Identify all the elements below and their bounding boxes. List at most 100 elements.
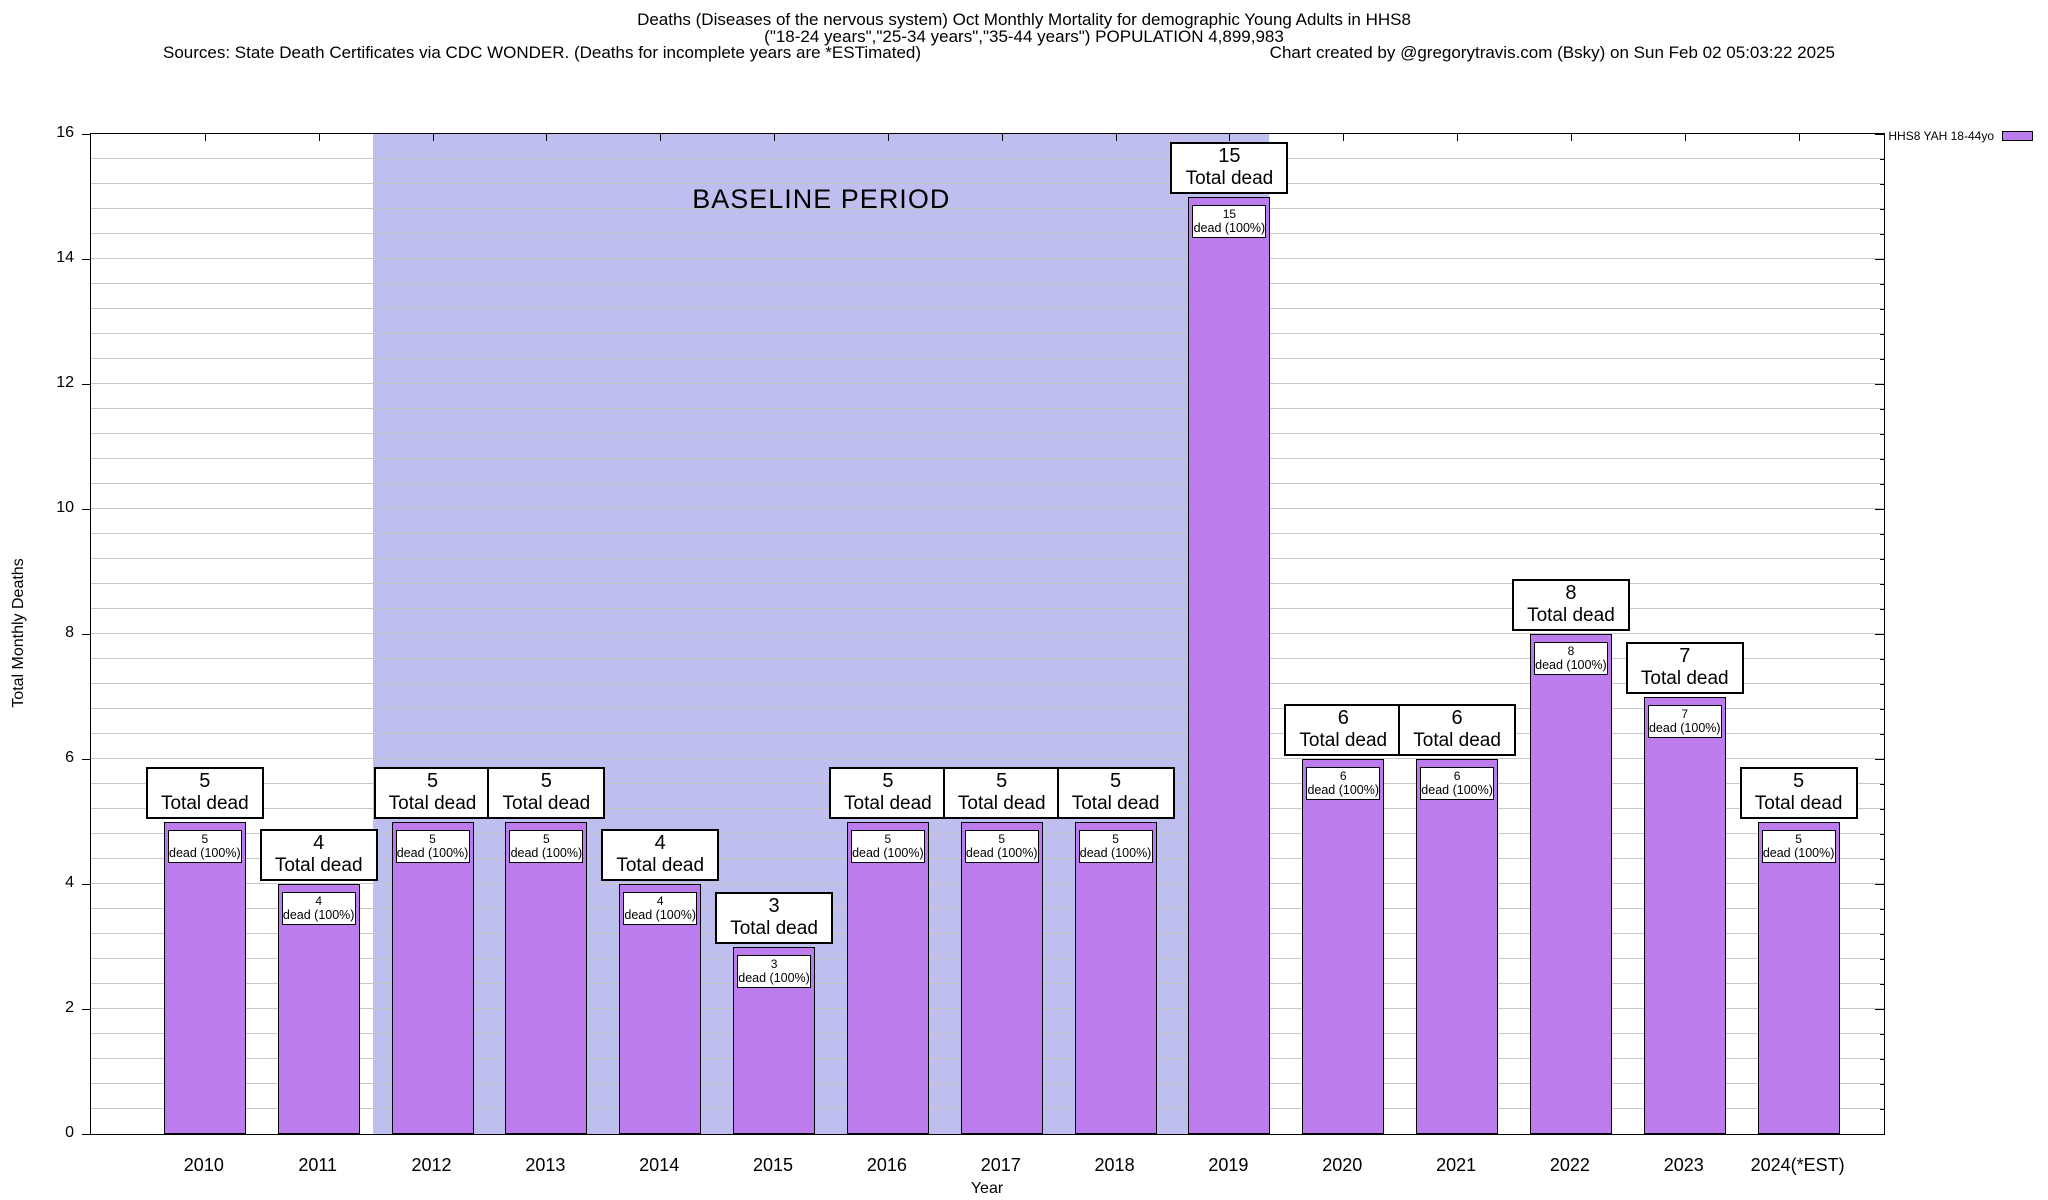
y-minor-tick-right xyxy=(1880,1058,1884,1060)
x-tick-label: 2017 xyxy=(980,1155,1021,1175)
bar-total-caption: Total dead xyxy=(160,792,249,814)
bar-inner-caption: dead (100%) xyxy=(282,908,355,923)
y-minor-tick-right xyxy=(1880,183,1884,185)
bar-inner-caption: dead (100%) xyxy=(1648,720,1721,735)
bar-2020: 6 dead (100%) xyxy=(1302,759,1385,1134)
bar-total-label: 7 Total dead xyxy=(1625,641,1744,694)
bar-total-value: 5 xyxy=(996,769,1008,792)
gridline xyxy=(91,758,1884,759)
bar-inner-label: 4 dead (100%) xyxy=(623,892,698,925)
bar-inner-label: 4 dead (100%) xyxy=(281,892,356,925)
bar-total-label: 5 Total dead xyxy=(145,766,264,819)
bar-total-caption: Total dead xyxy=(502,792,591,814)
bar-inner-value: 5 xyxy=(998,831,1006,846)
x-tick-label: 2024(*EST) xyxy=(1750,1155,1845,1175)
bar-total-caption: Total dead xyxy=(616,855,705,876)
x-tick-label: 2015 xyxy=(753,1155,794,1175)
bar-inner-label: 15 dead (100%) xyxy=(1192,204,1267,238)
bar-inner-caption: dead (100%) xyxy=(738,970,810,985)
bar-inner-value: 5 xyxy=(201,831,209,846)
y-minor-tick-right xyxy=(1880,258,1884,260)
x-tick-label: 2020 xyxy=(1322,1155,1363,1175)
bar-total-value: 5 xyxy=(1793,769,1805,792)
bar-total-label: 4 Total dead xyxy=(259,829,378,881)
bar-inner-label: 5 dead (100%) xyxy=(395,829,470,863)
bar-inner-caption: dead (100%) xyxy=(396,845,469,860)
bar-inner-caption: dead (100%) xyxy=(1421,783,1493,798)
y-minor-tick-right xyxy=(1880,958,1884,960)
y-tick-label: 4 xyxy=(65,874,74,891)
bar-total-caption: Total dead xyxy=(1413,730,1501,751)
bar-inner-label: 6 dead (100%) xyxy=(1420,767,1495,800)
bar-inner-caption: dead (100%) xyxy=(1079,845,1152,860)
bar-total-label: 5 Total dead xyxy=(1739,766,1858,819)
y-minor-tick-right xyxy=(1880,858,1884,860)
baseline-period-label: BASELINE PERIOD xyxy=(692,184,951,214)
bar-total-caption: Total dead xyxy=(1071,792,1160,814)
y-minor-tick-right xyxy=(1880,308,1884,310)
chart-subtitle: ("18-24 years","25-34 years","35-44 year… xyxy=(764,27,1284,46)
bar-total-value: 4 xyxy=(654,832,666,854)
bar-total-caption: Total dead xyxy=(1754,792,1843,814)
y-minor-tick-right xyxy=(1880,158,1884,160)
y-minor-tick-right xyxy=(1880,633,1884,635)
y-minor-tick-right xyxy=(1880,658,1884,660)
chart-title: Deaths (Diseases of the nervous system) … xyxy=(637,10,1411,29)
y-tick-label: 2 xyxy=(65,999,74,1016)
y-tick-label: 16 xyxy=(56,124,74,141)
bar-total-label: 5 Total dead xyxy=(942,766,1061,819)
y-tick-right xyxy=(1875,508,1884,510)
bar-inner-caption: dead (100%) xyxy=(624,908,696,923)
plot-area: BASELINE PERIOD 5 dead (100%) 5 Total dead 4 d… xyxy=(82,133,1885,1135)
x-tick-label: 2023 xyxy=(1663,1155,1704,1175)
bar-total-label: 4 Total dead xyxy=(601,829,720,881)
bar-total-label: 3 Total dead xyxy=(715,891,834,944)
bar-2013: 5 dead (100%) xyxy=(505,821,588,1134)
bar-total-caption: Total dead xyxy=(1527,605,1615,626)
bar-total-value: 15 xyxy=(1218,144,1241,167)
bar-total-label: 6 Total dead xyxy=(1398,704,1517,756)
bar-inner-value: 8 xyxy=(1567,644,1575,658)
x-tick-label: 2010 xyxy=(183,1155,224,1175)
gridline xyxy=(91,208,1884,209)
bar-inner-label: 7 dead (100%) xyxy=(1647,704,1722,738)
y-tick-label: 10 xyxy=(56,499,74,516)
bar-inner-value: 4 xyxy=(656,894,664,908)
y-minor-tick-right xyxy=(1880,358,1884,360)
x-tick-top xyxy=(432,134,434,141)
gridline xyxy=(91,533,1884,534)
y-minor-tick-right xyxy=(1880,558,1884,560)
gridline xyxy=(91,508,1884,509)
y-tick-label: 8 xyxy=(65,624,74,641)
bar-total-caption: Total dead xyxy=(388,792,477,814)
bar-total-caption: Total dead xyxy=(730,917,818,939)
y-minor-tick-right xyxy=(1880,283,1884,285)
gridline xyxy=(91,433,1884,434)
gridline xyxy=(91,308,1884,309)
y-minor-tick-right xyxy=(1880,233,1884,235)
gridline xyxy=(91,258,1884,259)
bar-total-caption: Total dead xyxy=(844,792,932,814)
bar-2010: 5 dead (100%) xyxy=(163,821,246,1134)
bar-inner-label: 6 dead (100%) xyxy=(1306,767,1381,800)
y-tick-left xyxy=(82,1008,91,1010)
y-tick-right xyxy=(1875,633,1884,635)
bar-total-value: 7 xyxy=(1679,644,1691,667)
y-minor-tick-right xyxy=(1880,458,1884,460)
gridline xyxy=(91,458,1884,459)
gridline xyxy=(91,233,1884,234)
bar-2016: 5 dead (100%) xyxy=(846,821,929,1134)
bar-total-value: 3 xyxy=(768,894,780,917)
bar-inner-label: 5 dead (100%) xyxy=(1761,829,1836,863)
bar-inner-value: 15 xyxy=(1222,206,1237,221)
y-minor-tick-right xyxy=(1880,1033,1884,1035)
x-tick-top xyxy=(774,134,776,141)
x-tick-label: 2011 xyxy=(298,1155,338,1175)
bar-total-label: 6 Total dead xyxy=(1284,704,1403,756)
y-minor-tick-right xyxy=(1880,1083,1884,1085)
y-tick-left xyxy=(82,1133,91,1135)
gridline xyxy=(91,408,1884,409)
bar-total-label: 5 Total dead xyxy=(487,766,606,819)
bar-total-label: 15 Total dead xyxy=(1170,141,1289,194)
x-tick-top xyxy=(1001,134,1003,141)
